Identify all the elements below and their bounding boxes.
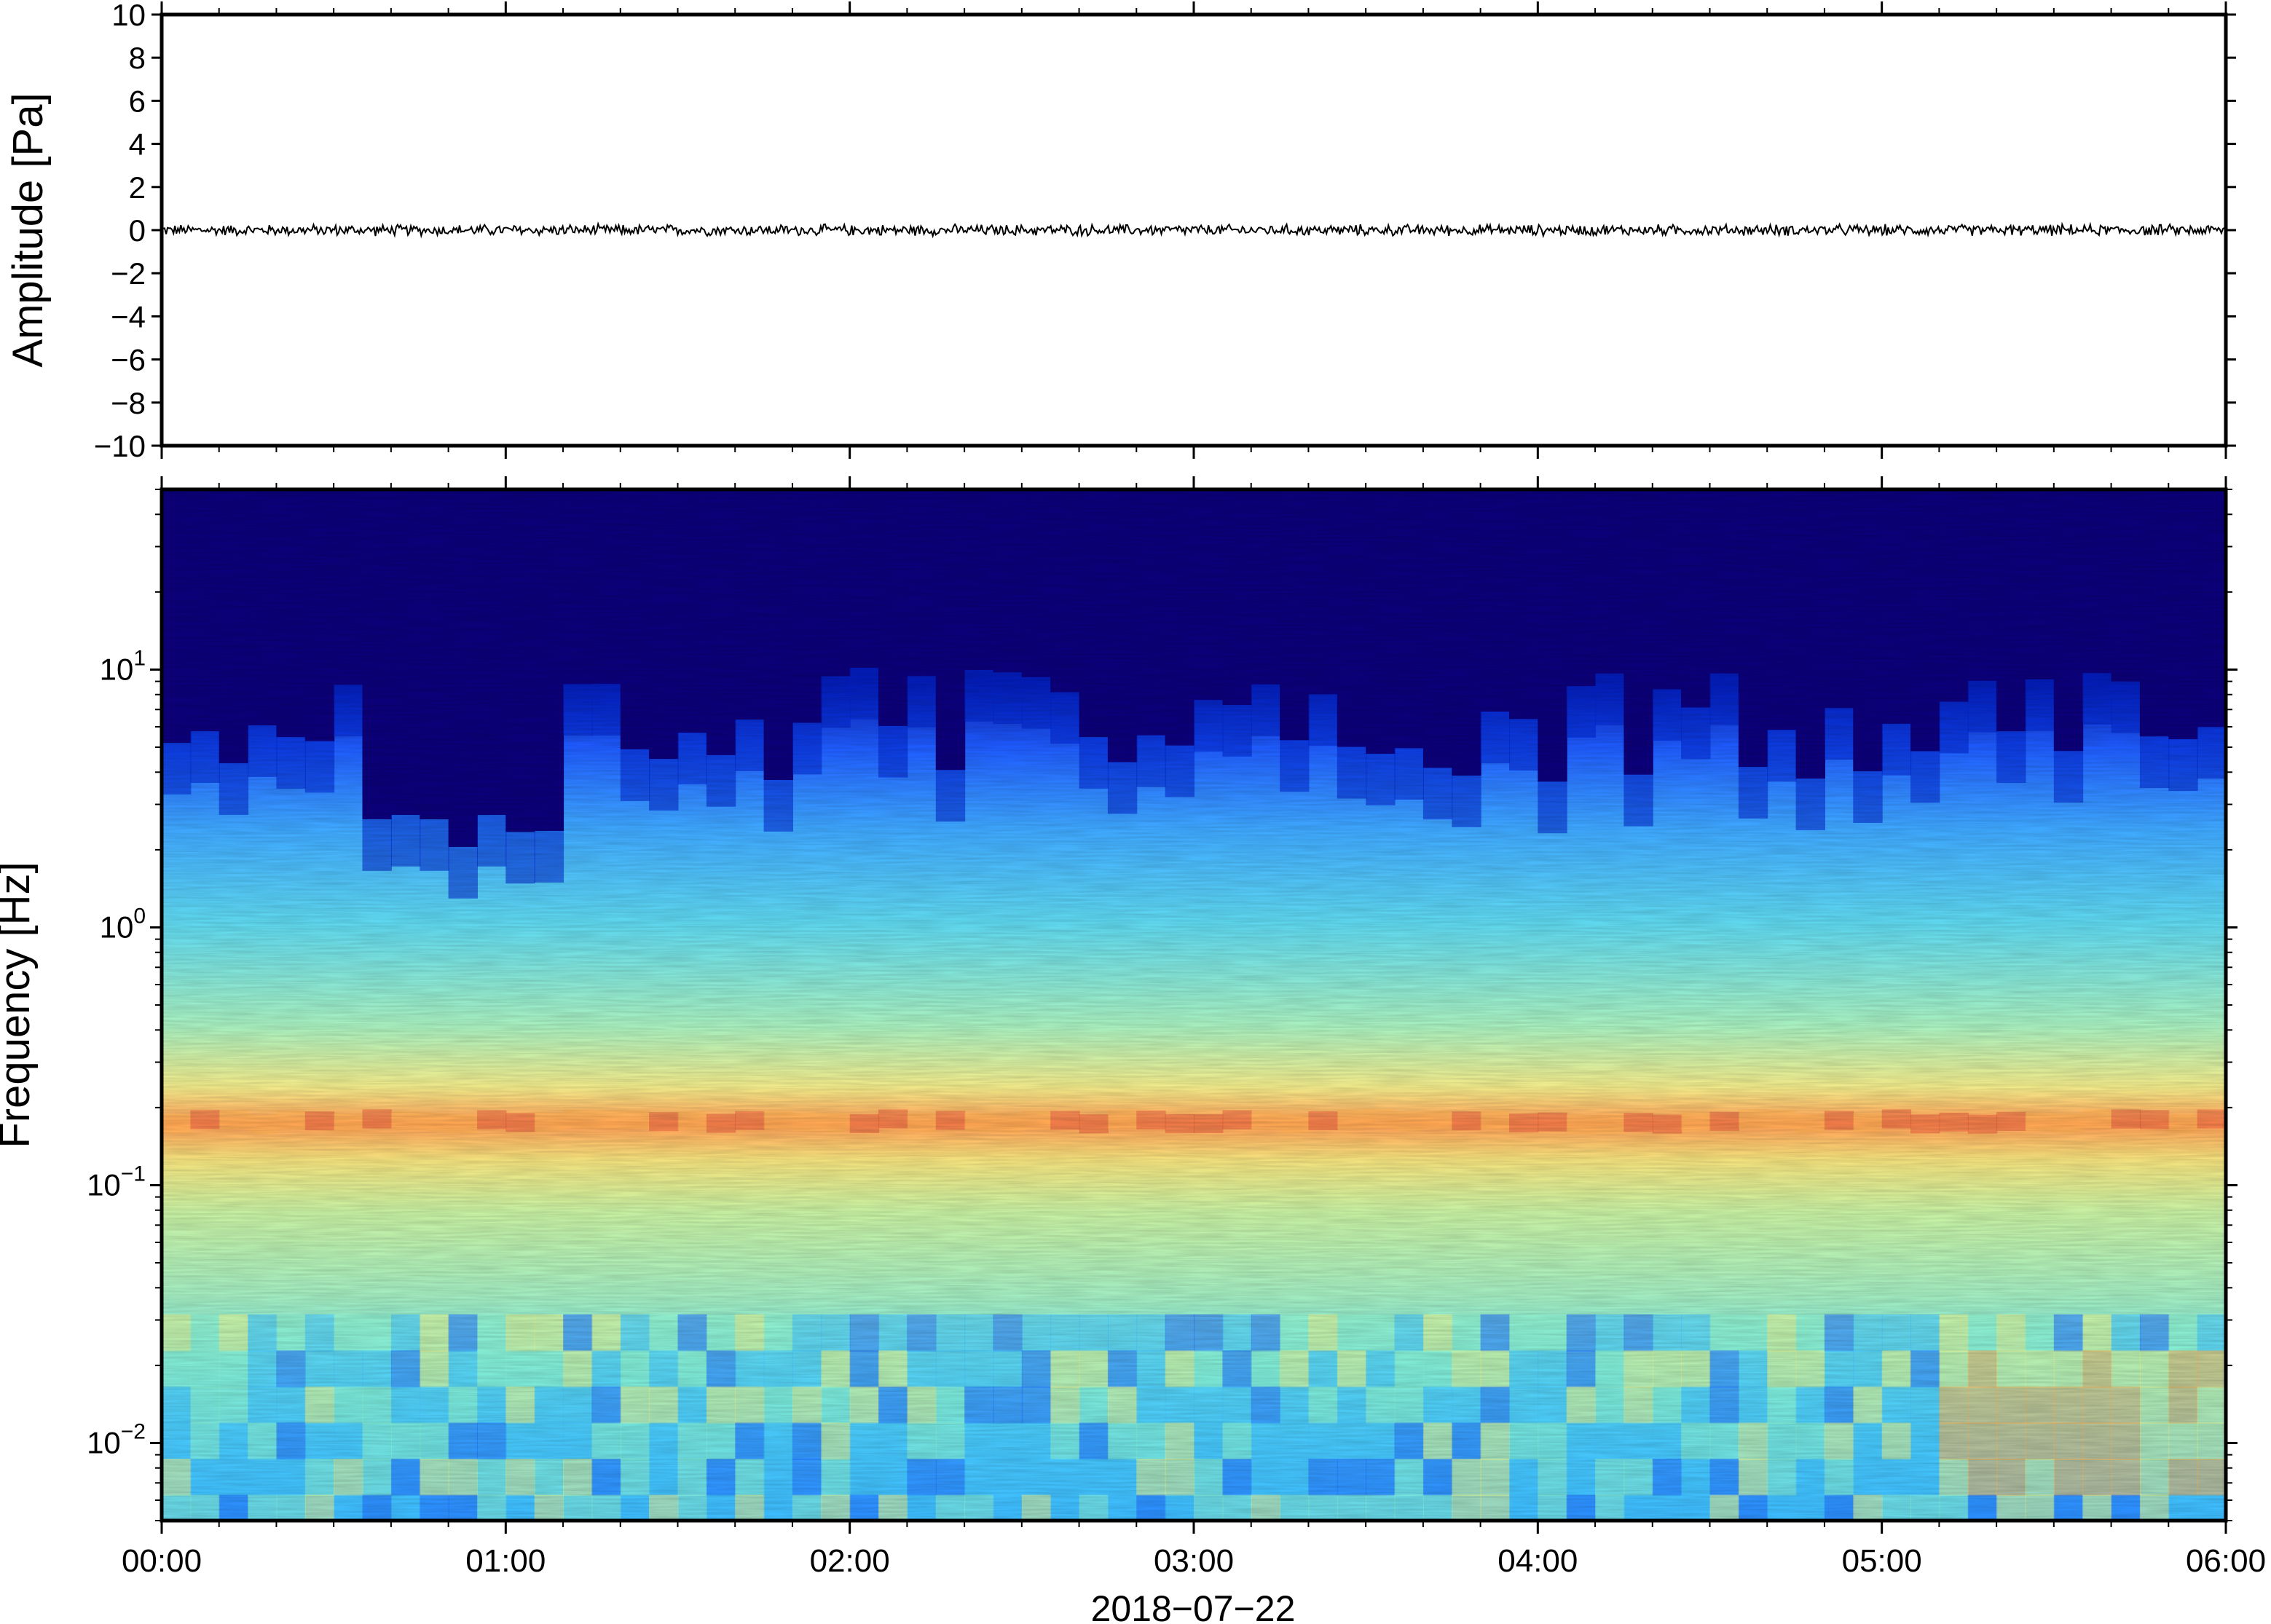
amplitude-y-tick-label: 8 (129, 41, 146, 75)
time-x-tick-labels: 00:00 01:00 02:00 03:00 04:00 05:00 06:00 (122, 1543, 2266, 1579)
amplitude-y-tick-label: 0 (129, 213, 146, 248)
time-tick-label: 04:00 (1497, 1543, 1578, 1579)
amplitude-y-tick-label: 4 (129, 127, 146, 162)
frequency-y-tick-label: 10−1 (87, 1162, 146, 1202)
date-x-label: 2018−07−22 (1091, 1588, 1296, 1624)
frequency-y-tick-label: 101 (100, 646, 146, 686)
spectrogram-y-ticks: 101 100 10−1 10−2 (87, 489, 2237, 1521)
spectrogram-panel: 101 100 10−1 10−2 Frequency [Hz] (0, 476, 2237, 1534)
frequency-y-label: Frequency [Hz] (0, 862, 39, 1148)
amplitude-y-tick-label: −10 (94, 429, 146, 463)
amplitude-plot-area (162, 15, 2226, 446)
time-tick-label: 01:00 (465, 1543, 546, 1579)
amplitude-frame (160, 12, 2228, 448)
spectrogram-texture (162, 489, 2226, 1521)
time-tick-label: 00:00 (122, 1543, 202, 1579)
time-tick-label: 02:00 (810, 1543, 890, 1579)
amplitude-y-tick-label: −4 (111, 299, 146, 334)
amplitude-y-tick-label: 6 (129, 84, 146, 118)
amplitude-panel: 10 8 6 4 2 0 −2 −4 −6 −8 −10 Amplitude [Pa] (4, 0, 2236, 463)
time-tick-label: 03:00 (1154, 1543, 1234, 1579)
spectrogram-frame (160, 487, 2228, 1523)
frequency-y-tick-label: 10−2 (87, 1419, 146, 1459)
amplitude-y-tick-label: −6 (111, 343, 146, 377)
frequency-y-tick-label: 100 (100, 904, 146, 944)
amplitude-y-tick-label: −8 (111, 386, 146, 420)
amplitude-trace (161, 221, 2227, 239)
amplitude-y-tick-label: −2 (111, 256, 146, 291)
amplitude-y-ticks: 10 8 6 4 2 0 −2 −4 −6 −8 −10 (94, 0, 2236, 463)
amplitude-y-tick-label: 10 (111, 0, 146, 32)
amplitude-series-line (161, 221, 2227, 239)
time-tick-label: 05:00 (1842, 1543, 1922, 1579)
amplitude-y-tick-label: 2 (129, 170, 146, 205)
time-tick-label: 06:00 (2186, 1543, 2266, 1579)
spectrogram-plot-area (162, 489, 2226, 1521)
amplitude-y-label: Amplitude [Pa] (4, 92, 52, 367)
